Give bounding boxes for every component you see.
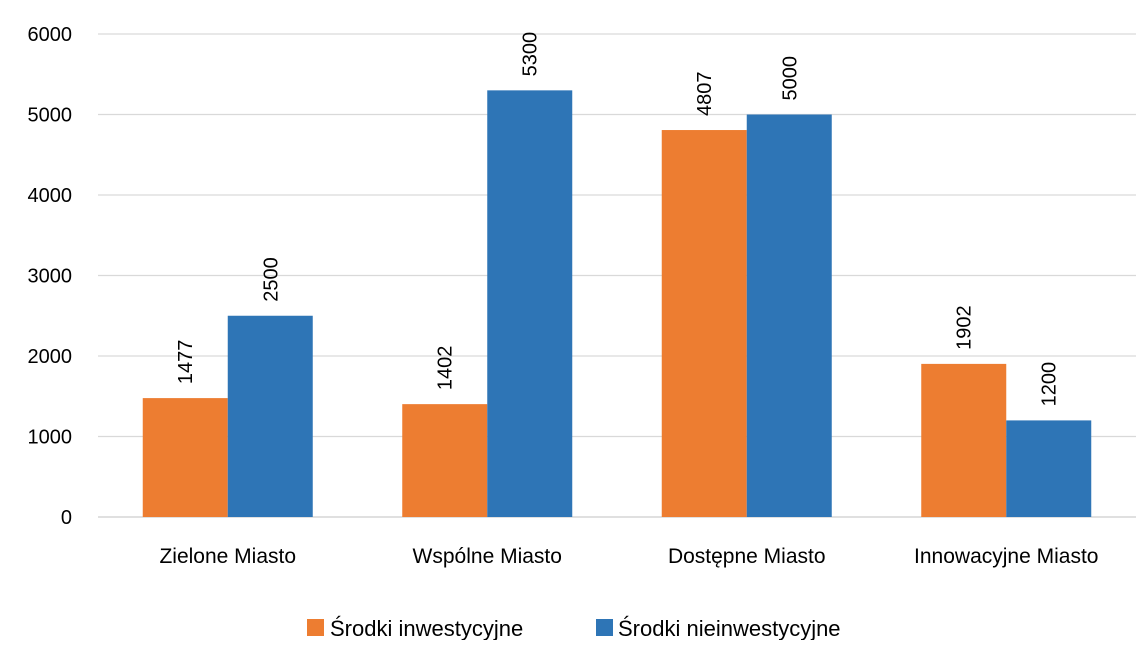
bar — [1006, 420, 1092, 517]
data-label: 5000 — [779, 56, 801, 101]
legend: Środki inwestycyjne Środki nieinwestycyjn… — [307, 616, 841, 641]
data-label: 4807 — [694, 72, 716, 117]
legend-label: Środki nieinwestycyjne — [618, 616, 841, 640]
bar — [661, 130, 747, 517]
y-axis-ticks: 0 1000 2000 3000 4000 5000 6000 — [28, 24, 73, 529]
x-category-label: Wspólne Miasto — [413, 545, 562, 568]
data-label: 1200 — [1039, 362, 1061, 407]
data-label: 1402 — [435, 346, 457, 391]
x-category-label: Innowacyjne Miasto — [914, 545, 1098, 568]
x-axis-categories: Zielone Miasto Wspólne Miasto Dostępne Mia… — [159, 545, 1098, 568]
x-category-label: Dostępne Miasto — [668, 545, 826, 568]
legend-swatch — [307, 619, 324, 636]
data-label: 5300 — [520, 32, 542, 77]
data-label: 1902 — [954, 305, 976, 350]
bars — [142, 90, 1092, 517]
bar — [746, 114, 832, 517]
bar — [921, 363, 1007, 517]
bar — [487, 90, 573, 517]
y-tick-label: 0 — [61, 507, 72, 529]
y-tick-label: 2000 — [28, 346, 73, 368]
data-labels: 1477 2500 1402 5300 4807 5000 1902 1200 — [175, 32, 1061, 407]
data-label: 2500 — [260, 257, 282, 302]
legend-label: Środki inwestycyjne — [330, 616, 523, 640]
y-tick-label: 1000 — [28, 427, 73, 449]
bar — [402, 404, 488, 517]
bar — [227, 315, 313, 517]
legend-swatch — [596, 619, 613, 636]
data-label: 1477 — [175, 340, 197, 385]
y-tick-label: 6000 — [28, 24, 73, 46]
x-category-label: Zielone Miasto — [159, 545, 296, 568]
y-tick-label: 3000 — [28, 266, 73, 288]
bar — [142, 398, 228, 517]
y-tick-label: 4000 — [28, 185, 73, 207]
y-tick-label: 5000 — [28, 105, 73, 127]
